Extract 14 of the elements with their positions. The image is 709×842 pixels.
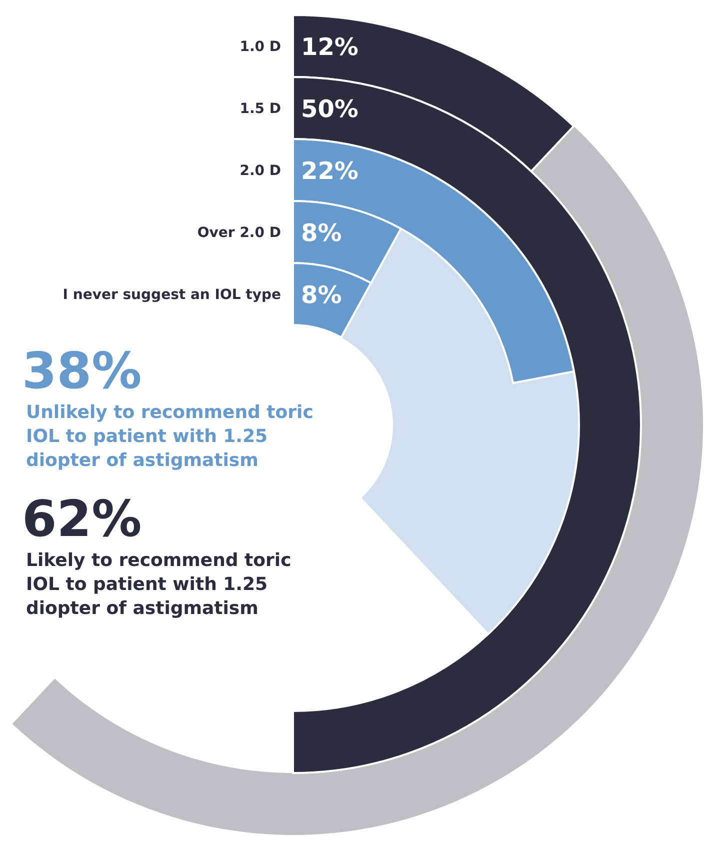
category-label: 1.5 D bbox=[240, 101, 281, 117]
data-label: 50% bbox=[301, 95, 358, 123]
category-label: 1.0 D bbox=[240, 39, 281, 55]
data-label: 12% bbox=[301, 33, 358, 61]
category-label: Likely to recommend toric IOL to patient with 1.25 diopter of astigmatism bbox=[26, 550, 292, 619]
category-label: Over 2.0 D bbox=[197, 225, 281, 241]
data-label: 38% bbox=[22, 342, 142, 400]
category-label: I never suggest an IOL type bbox=[62, 287, 281, 303]
data-label: 62% bbox=[22, 490, 142, 548]
category-label: 2.0 D bbox=[240, 163, 281, 179]
category-label: Unlikely to recommend toric IOL to patient with 1.25 diopter of astigmatism bbox=[26, 402, 314, 471]
data-label: 8% bbox=[301, 219, 342, 247]
data-label: 8% bbox=[301, 281, 342, 309]
data-label: 22% bbox=[301, 157, 358, 185]
